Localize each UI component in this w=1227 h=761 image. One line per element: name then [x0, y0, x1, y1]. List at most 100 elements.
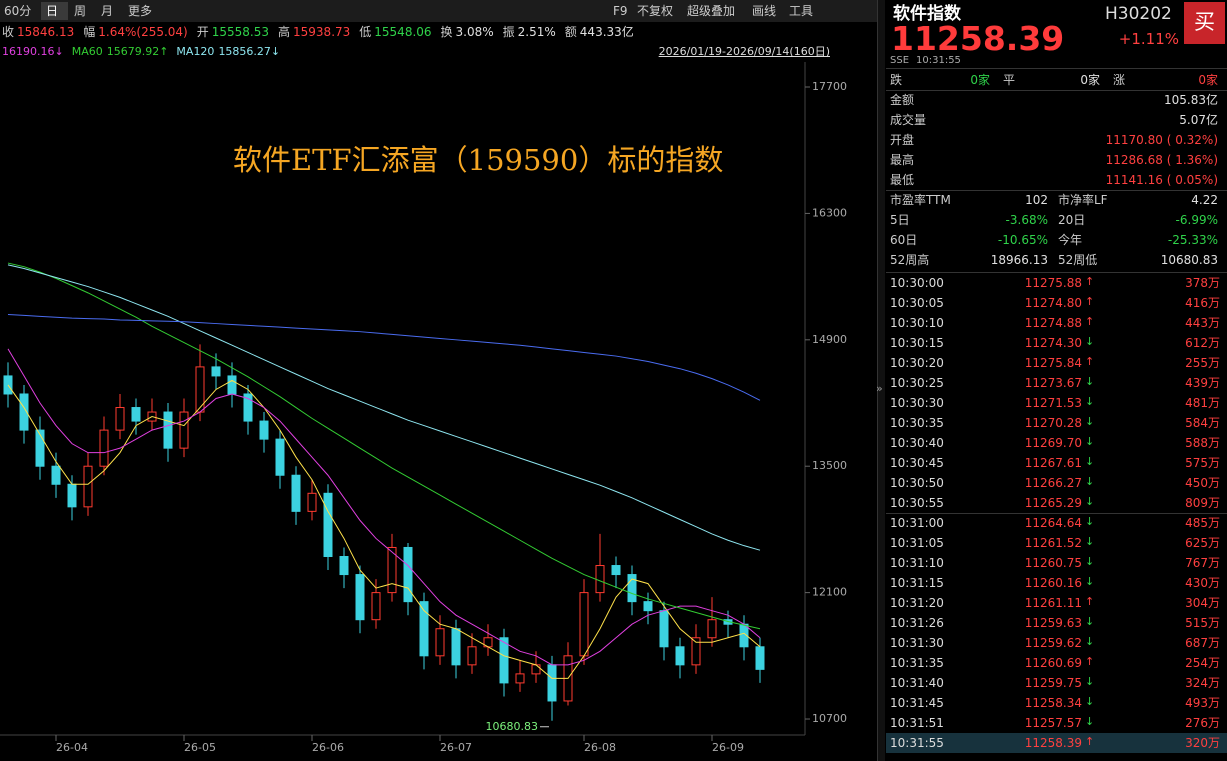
stat-label: 最高: [890, 153, 915, 167]
separator: [886, 513, 1227, 514]
up-arrow: ↑: [1085, 595, 1095, 608]
toolbar-button[interactable]: F9: [613, 4, 628, 18]
y-tick-label: 12100: [812, 586, 847, 599]
quote-label: 振: [502, 25, 515, 39]
buy-button[interactable]: [1184, 2, 1225, 44]
metric-value: 4.22: [1191, 193, 1218, 207]
trade-price: 11267.61: [1024, 456, 1082, 470]
down-arrow: ↓: [1085, 415, 1095, 428]
toolbar-button[interactable]: 超级叠加: [687, 4, 736, 18]
trade-price: 11265.29: [1024, 496, 1082, 510]
ma-line: [7, 264, 761, 551]
trade-price: 11266.27: [1024, 476, 1082, 490]
timeframe-tab[interactable]: 月: [101, 4, 114, 18]
kline-chart: 10700 12100 13500 14900 16300 17700 26-04 26-05…: [0, 62, 847, 754]
toolbar-button[interactable]: 画线: [752, 4, 777, 18]
trade-volume: 430万: [1185, 576, 1220, 590]
metric-value: 102: [1025, 193, 1048, 207]
quote-value: 3.08%: [455, 25, 494, 39]
collapse-arrow[interactable]: »: [876, 382, 883, 395]
metric-label: 5日: [890, 213, 910, 227]
breadth-label: 平: [1003, 73, 1016, 87]
trade-price: 11258.39: [1024, 736, 1082, 750]
stat-value: 105.83亿: [1164, 93, 1218, 107]
separator: [886, 68, 1227, 69]
trade-volume: 320万: [1185, 736, 1220, 750]
x-tick-label: 26-08: [584, 741, 616, 754]
down-arrow: ↓: [1085, 455, 1095, 468]
toolbar-button[interactable]: 工具: [789, 4, 814, 18]
trade-time: 10:30:15: [890, 336, 944, 350]
timeframe-tab[interactable]: 60分: [4, 4, 32, 18]
trade-volume: 767万: [1185, 556, 1220, 570]
ma-line: [7, 379, 761, 679]
candle-body: [259, 420, 269, 440]
trade-price: 11274.88: [1024, 316, 1082, 330]
trade-volume: 481万: [1185, 396, 1220, 410]
candle-body: [99, 429, 109, 467]
candle-body: [643, 601, 653, 612]
separator: [886, 190, 1227, 191]
trade-time: 10:30:25: [890, 376, 944, 390]
up-arrow: ↑: [1085, 275, 1095, 288]
metric-value: -25.33%: [1167, 233, 1218, 247]
timeframe-tab[interactable]: 周: [74, 4, 87, 18]
quote-value: 15548.06: [374, 25, 432, 39]
quote-value: 15558.53: [211, 25, 270, 39]
breadth-label: 涨: [1113, 73, 1126, 87]
trade-volume: 439万: [1185, 376, 1220, 390]
timeframe-tab[interactable]: 更多: [128, 4, 153, 18]
metric-value: -10.65%: [997, 233, 1048, 247]
trade-time: 10:30:55: [890, 496, 944, 510]
trade-volume: 254万: [1185, 656, 1220, 670]
ma-line: [7, 262, 761, 630]
quote-label: 幅: [83, 25, 96, 39]
separator: [886, 90, 1227, 91]
ma-legend-value: 15679.92↑: [106, 45, 169, 58]
trade-volume: 443万: [1185, 316, 1220, 330]
down-arrow: ↓: [1085, 615, 1095, 628]
candle-body: [419, 601, 429, 657]
candle-body: [691, 637, 701, 666]
candle-body: [435, 628, 445, 657]
trade-price: 11261.11: [1024, 596, 1082, 610]
buy-label[interactable]: 买: [1194, 10, 1215, 34]
down-arrow: ↓: [1085, 675, 1095, 688]
panel-divider: [877, 0, 885, 761]
trade-time: 10:31:20: [890, 596, 944, 610]
trade-price: 11260.75: [1024, 556, 1082, 570]
candle-body: [611, 565, 621, 576]
low-label: 10680.83: [486, 720, 539, 733]
quote-time: 10:31:55: [916, 55, 961, 66]
up-arrow: ↑: [1085, 295, 1095, 308]
trade-time: 10:30:30: [890, 396, 944, 410]
ma-legend-value: 16190.16↓: [2, 45, 64, 58]
toolbar-button[interactable]: 不复权: [637, 4, 674, 18]
stat-label: 最低: [890, 173, 915, 187]
stat-label: 开盘: [890, 133, 915, 147]
candle-body: [755, 646, 765, 670]
candle-body: [35, 429, 45, 467]
quote-label: 开: [196, 25, 209, 39]
up-arrow: ↑: [1085, 355, 1095, 368]
trade-time: 10:31:45: [890, 696, 944, 710]
breadth-label: 跌: [890, 73, 903, 87]
trade-volume: 493万: [1185, 696, 1220, 710]
candle-body: [163, 411, 173, 449]
trade-time: 10:30:00: [890, 276, 944, 290]
date-range[interactable]: 2026/01/19-2026/09/14(160日): [658, 45, 830, 58]
quote-label: 额: [564, 25, 577, 39]
selected-tab-bg: [41, 2, 68, 20]
breadth-value: 0家: [970, 73, 990, 87]
candle-body: [627, 574, 637, 603]
metric-value: -3.68%: [1005, 213, 1048, 227]
separator: [886, 272, 1227, 273]
quote-value: 1.64%(255.04): [98, 25, 188, 39]
trade-price: 11275.84: [1024, 356, 1082, 370]
down-arrow: ↓: [1085, 435, 1095, 448]
trade-price: 11271.53: [1024, 396, 1082, 410]
trade-time: 10:31:15: [890, 576, 944, 590]
candle-body: [659, 610, 669, 648]
ma-line: [7, 348, 761, 666]
timeframe-tab[interactable]: 日: [46, 4, 59, 18]
